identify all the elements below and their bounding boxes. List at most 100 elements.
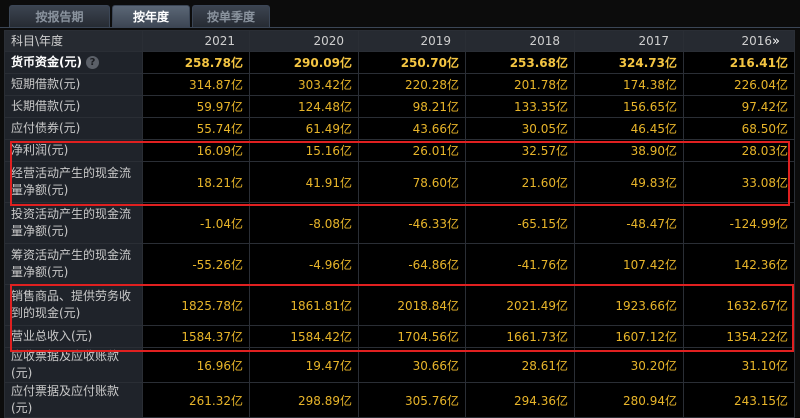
- row-label: 货币资金(元)?: [4, 51, 143, 74]
- cell-value: 16.09亿: [142, 139, 250, 162]
- row-label: 短期借款(元): [4, 73, 143, 96]
- cell-value: 30.66亿: [358, 347, 466, 383]
- table-row: 营业总收入(元) 1584.37亿 1584.42亿 1704.56亿 1661…: [4, 325, 795, 348]
- cell-value: 15.16亿: [249, 139, 359, 162]
- cell-value: 43.66亿: [358, 117, 466, 140]
- row-label: 筹资活动产生的现金流量净额(元): [4, 243, 143, 285]
- cell-value: -124.99亿: [683, 202, 795, 244]
- header-year-2016: 2016»: [683, 30, 795, 52]
- row-label: 净利润(元): [4, 139, 143, 162]
- cell-value: 253.68亿: [465, 51, 575, 74]
- header-year-2020: 2020: [249, 30, 359, 52]
- row-label: 长期借款(元): [4, 95, 143, 118]
- tab-by-year[interactable]: 按年度: [112, 5, 190, 27]
- cell-value: 243.15亿: [683, 382, 795, 418]
- cell-value: 216.41亿: [683, 51, 795, 74]
- cell-value: 61.49亿: [249, 117, 359, 140]
- row-label: 营业总收入(元): [4, 325, 143, 348]
- table-row: 应付债券(元) 55.74亿 61.49亿 43.66亿 30.05亿 46.4…: [4, 117, 795, 140]
- cell-value: -48.47亿: [574, 202, 684, 244]
- cell-value: 250.70亿: [358, 51, 466, 74]
- cell-value: 305.76亿: [358, 382, 466, 418]
- header-year-2017: 2017: [574, 30, 684, 52]
- row-label: 应收票据及应收账款(元): [4, 347, 143, 383]
- cell-value: 261.32亿: [142, 382, 250, 418]
- cell-value: 1607.12亿: [574, 325, 684, 348]
- cell-value: 220.28亿: [358, 73, 466, 96]
- cell-value: 97.42亿: [683, 95, 795, 118]
- cell-value: 258.78亿: [142, 51, 250, 74]
- cell-value: 314.87亿: [142, 73, 250, 96]
- table-row: 筹资活动产生的现金流量净额(元) -55.26亿 -4.96亿 -64.86亿 …: [4, 243, 795, 285]
- cell-value: 142.36亿: [683, 243, 795, 285]
- cell-value: 1661.73亿: [465, 325, 575, 348]
- cell-value: 16.96亿: [142, 347, 250, 383]
- cell-value: -55.26亿: [142, 243, 250, 285]
- table-row: 长期借款(元) 59.97亿 124.48亿 98.21亿 133.35亿 15…: [4, 95, 795, 118]
- row-label: 投资活动产生的现金流量净额(元): [4, 202, 143, 244]
- cell-value: 1632.67亿: [683, 284, 795, 326]
- header-year-2019: 2019: [358, 30, 466, 52]
- cell-value: 280.94亿: [574, 382, 684, 418]
- scroll-right-icon[interactable]: »: [772, 33, 780, 49]
- cell-value: 303.42亿: [249, 73, 359, 96]
- cell-value: 124.48亿: [249, 95, 359, 118]
- cell-value: 21.60亿: [465, 161, 575, 203]
- tab-by-quarter[interactable]: 按单季度: [192, 5, 270, 27]
- help-icon[interactable]: ?: [85, 56, 99, 69]
- cell-value: 33.08亿: [683, 161, 795, 203]
- cell-value: 156.65亿: [574, 95, 684, 118]
- table-row: 短期借款(元) 314.87亿 303.42亿 220.28亿 201.78亿 …: [4, 73, 795, 96]
- row-label: 应付债券(元): [4, 117, 143, 140]
- cell-value: -4.96亿: [249, 243, 359, 285]
- cell-value: 41.91亿: [249, 161, 359, 203]
- cell-value: -1.04亿: [142, 202, 250, 244]
- cell-value: 1584.37亿: [142, 325, 250, 348]
- cell-value: 1584.42亿: [249, 325, 359, 348]
- highlight-box-sales-revenue: [10, 284, 794, 352]
- row-label: 经营活动产生的现金流量净额(元): [4, 161, 143, 203]
- cell-value: 98.21亿: [358, 95, 466, 118]
- table-row: 应收票据及应收账款(元) 16.96亿 19.47亿 30.66亿 28.61亿…: [4, 347, 795, 383]
- cell-value: 28.61亿: [465, 347, 575, 383]
- cell-value: -64.86亿: [358, 243, 466, 285]
- cell-value: 201.78亿: [465, 73, 575, 96]
- cell-value: 298.89亿: [249, 382, 359, 418]
- tab-by-report-period[interactable]: 按报告期: [9, 5, 110, 27]
- cell-value: 38.90亿: [574, 139, 684, 162]
- cell-value: 32.57亿: [465, 139, 575, 162]
- cell-value: -46.33亿: [358, 202, 466, 244]
- cell-value: 324.73亿: [574, 51, 684, 74]
- row-label: 销售商品、提供劳务收到的现金(元): [4, 284, 143, 326]
- cell-value: 226.04亿: [683, 73, 795, 96]
- tab-bar: 按报告期 按年度 按单季度: [0, 0, 800, 28]
- table-header-row: 科目\年度 2021 2020 2019 2018 2017 2016»: [4, 30, 795, 52]
- table-row: 货币资金(元)? 258.78亿 290.09亿 250.70亿 253.68亿…: [4, 51, 795, 74]
- header-subject-year: 科目\年度: [4, 30, 143, 52]
- table-row: 净利润(元) 16.09亿 15.16亿 26.01亿 32.57亿 38.90…: [4, 139, 795, 162]
- cell-value: 59.97亿: [142, 95, 250, 118]
- cell-value: 30.20亿: [574, 347, 684, 383]
- cell-value: 133.35亿: [465, 95, 575, 118]
- table-row: 销售商品、提供劳务收到的现金(元) 1825.78亿 1861.81亿 2018…: [4, 284, 795, 326]
- financial-table: 科目\年度 2021 2020 2019 2018 2017 2016» 货币资…: [4, 30, 795, 418]
- cell-value: 294.36亿: [465, 382, 575, 418]
- cell-value: 19.47亿: [249, 347, 359, 383]
- cell-value: 174.38亿: [574, 73, 684, 96]
- cell-value: 31.10亿: [683, 347, 795, 383]
- cell-value: 55.74亿: [142, 117, 250, 140]
- cell-value: 68.50亿: [683, 117, 795, 140]
- cell-value: -41.76亿: [465, 243, 575, 285]
- tab-divider: [0, 27, 800, 28]
- cell-value: 2021.49亿: [465, 284, 575, 326]
- cell-value: -65.15亿: [465, 202, 575, 244]
- cell-value: 1354.22亿: [683, 325, 795, 348]
- header-year-2018: 2018: [465, 30, 575, 52]
- header-year-2021: 2021: [142, 30, 250, 52]
- cell-value: 30.05亿: [465, 117, 575, 140]
- cell-value: 46.45亿: [574, 117, 684, 140]
- cell-value: 107.42亿: [574, 243, 684, 285]
- table-row: 经营活动产生的现金流量净额(元) 18.21亿 41.91亿 78.60亿 21…: [4, 161, 795, 203]
- table-row: 应付票据及应付账款(元) 261.32亿 298.89亿 305.76亿 294…: [4, 382, 795, 418]
- table-row: 投资活动产生的现金流量净额(元) -1.04亿 -8.08亿 -46.33亿 -…: [4, 202, 795, 244]
